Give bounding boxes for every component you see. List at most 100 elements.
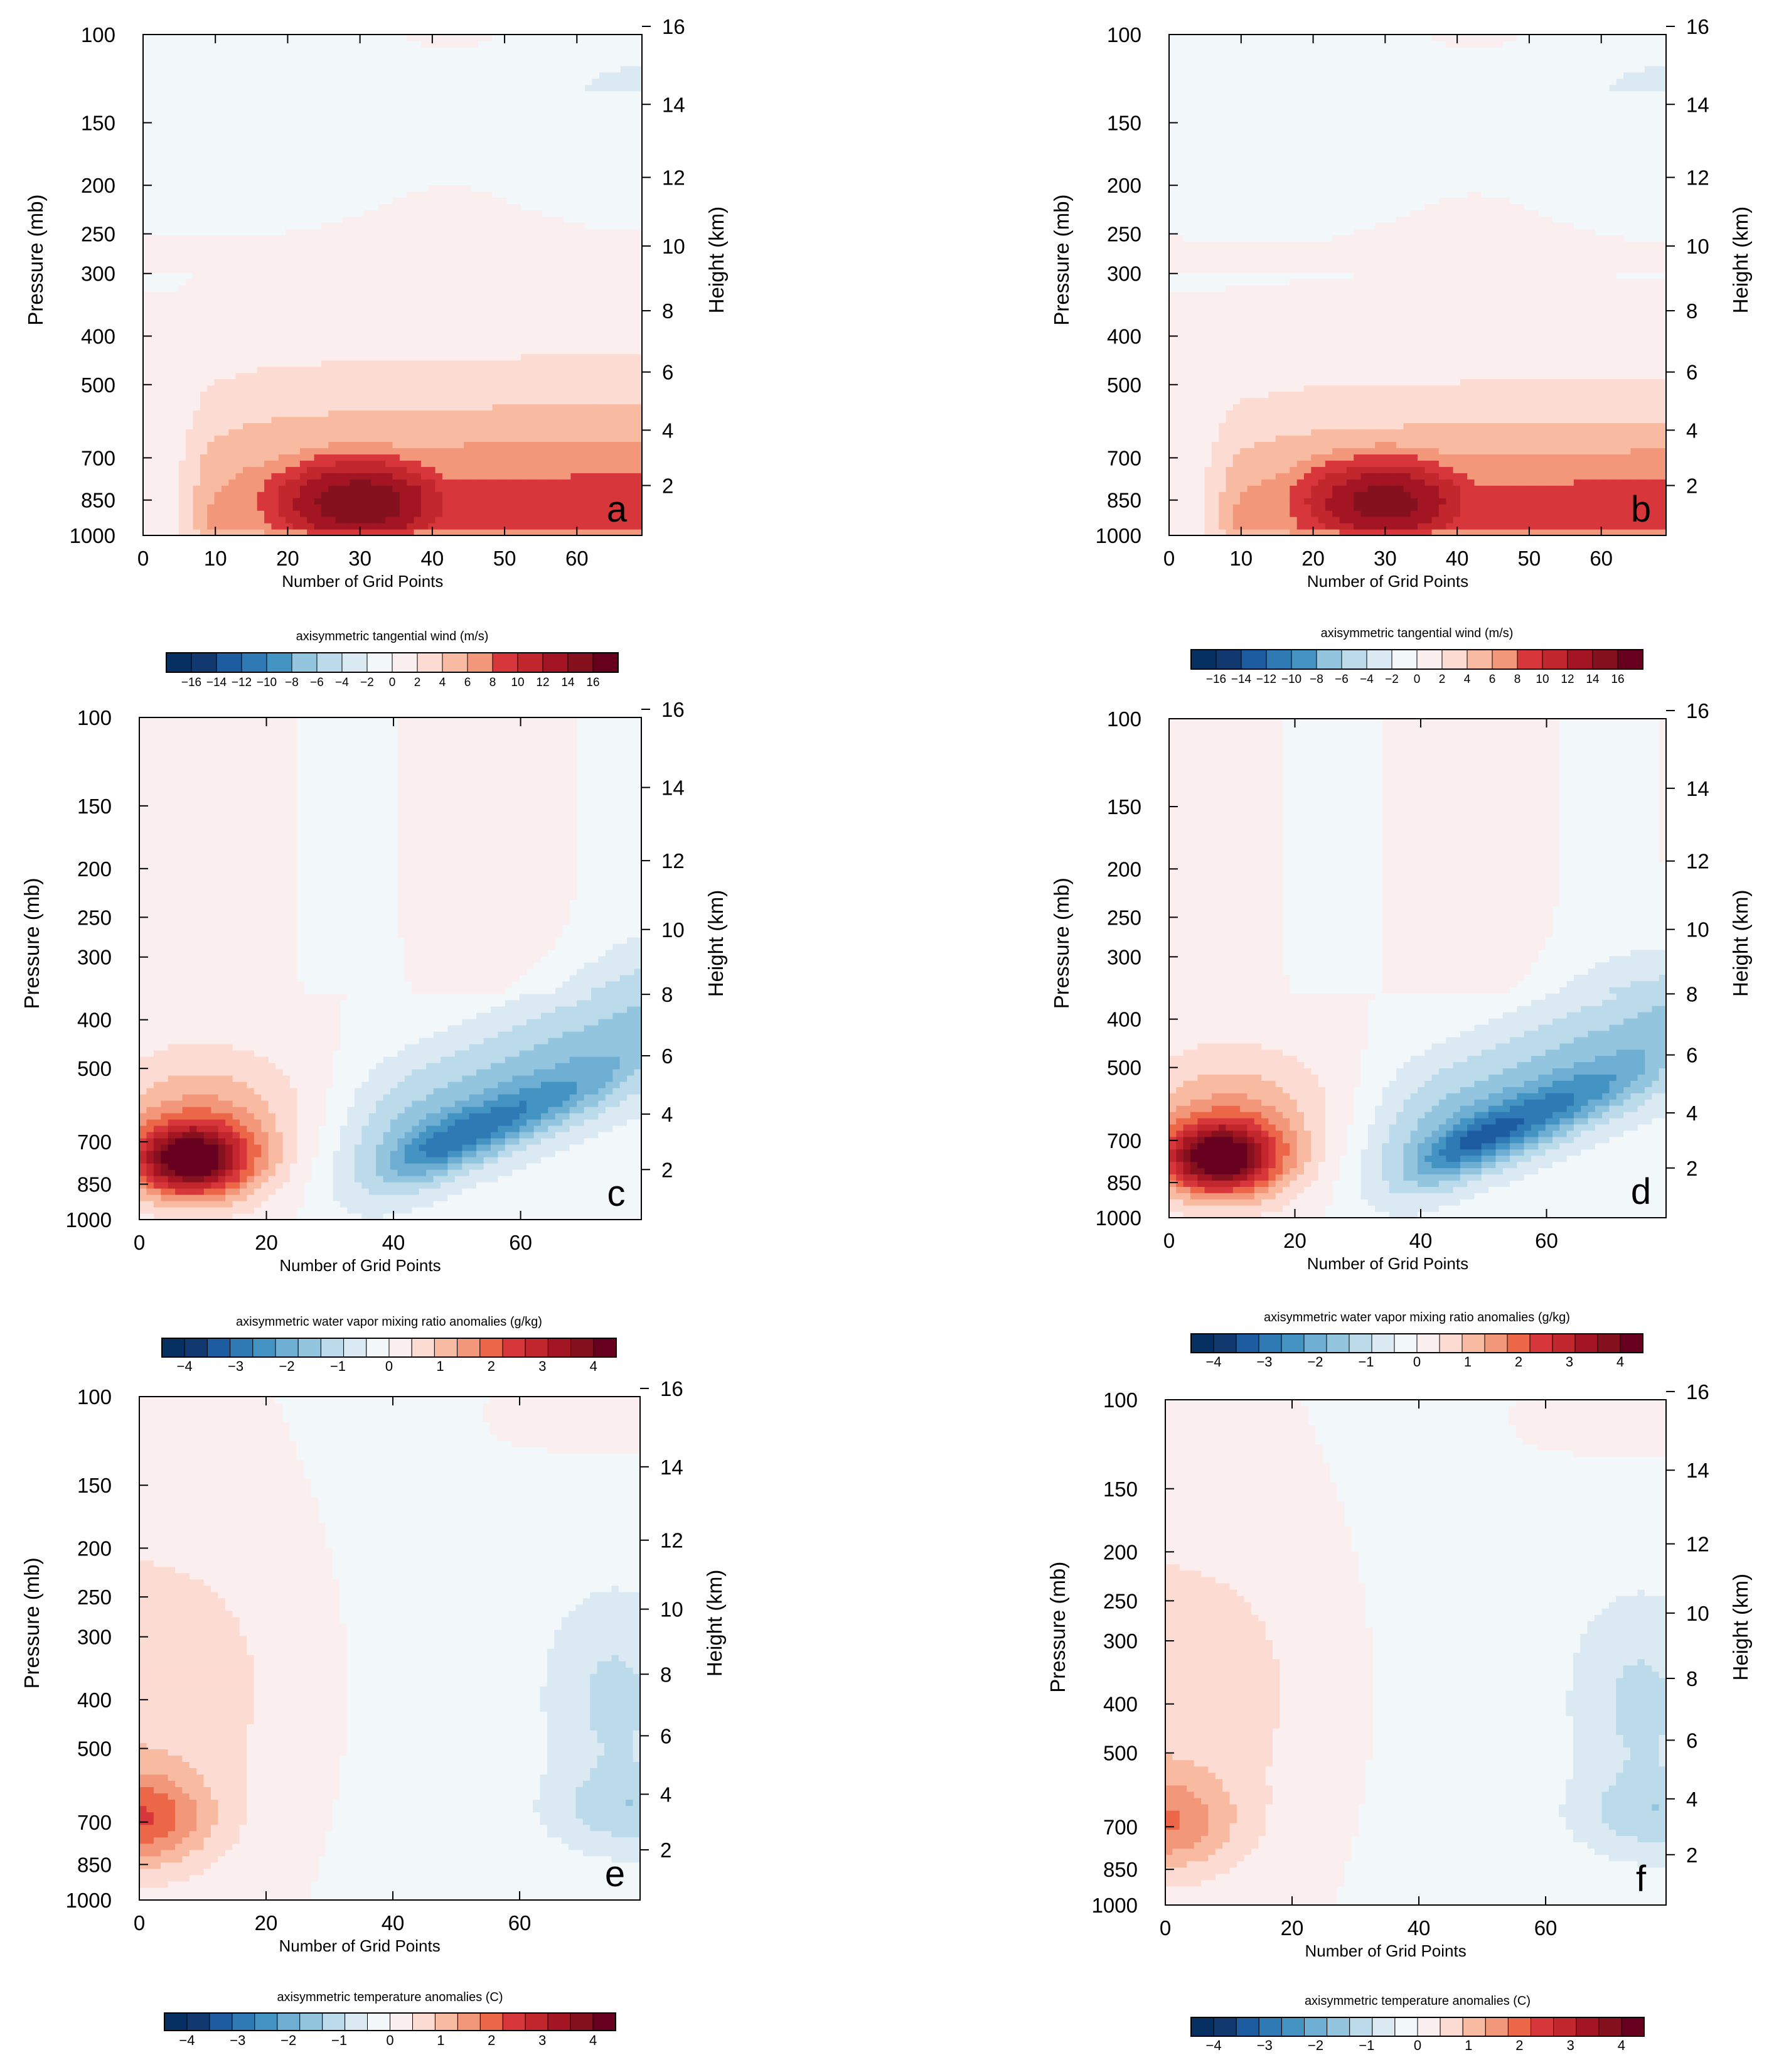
panel-a: 0 10 20 30 40 50 60Number of Grid Points100150… bbox=[24, 15, 728, 689]
panel-a-field bbox=[143, 35, 643, 536]
field-cell bbox=[200, 104, 208, 110]
field-cell bbox=[193, 110, 201, 117]
field-cell bbox=[215, 241, 222, 248]
field-cell bbox=[186, 60, 193, 67]
field-cell bbox=[150, 160, 158, 167]
field-cell bbox=[179, 266, 186, 273]
field-cell bbox=[171, 385, 179, 392]
field-cell bbox=[164, 122, 172, 129]
field-cell bbox=[193, 197, 201, 204]
field-cell bbox=[171, 285, 179, 292]
field-cell bbox=[200, 429, 208, 436]
field-cell bbox=[200, 135, 208, 142]
field-cell bbox=[158, 60, 165, 67]
field-cell bbox=[200, 266, 208, 273]
field-cell bbox=[207, 517, 215, 523]
field-cell bbox=[158, 154, 165, 161]
field-cell bbox=[179, 191, 186, 198]
field-cell bbox=[207, 473, 215, 480]
field-cell bbox=[215, 185, 222, 191]
field-cell bbox=[179, 41, 186, 48]
field-cell bbox=[171, 417, 179, 424]
field-cell bbox=[179, 360, 186, 367]
field-cell bbox=[164, 479, 172, 486]
field-cell bbox=[171, 228, 179, 235]
field-cell bbox=[179, 491, 186, 498]
field-cell bbox=[200, 53, 208, 60]
field-cell bbox=[207, 404, 215, 411]
field-cell bbox=[207, 53, 215, 60]
field-cell bbox=[200, 454, 208, 461]
field-cell bbox=[143, 348, 151, 355]
field-cell bbox=[171, 191, 179, 198]
field-cell bbox=[200, 72, 208, 79]
field-cell bbox=[164, 285, 172, 292]
field-cell bbox=[171, 72, 179, 79]
field-cell bbox=[186, 197, 193, 204]
field-cell bbox=[164, 485, 172, 492]
field-cell bbox=[179, 160, 186, 167]
field-cell bbox=[179, 47, 186, 54]
field-cell bbox=[200, 129, 208, 136]
field-cell bbox=[186, 160, 193, 167]
field-cell bbox=[200, 85, 208, 92]
field-cell bbox=[150, 78, 158, 85]
field-cell bbox=[207, 485, 215, 492]
field-cell bbox=[179, 53, 186, 60]
field-cell bbox=[193, 517, 201, 523]
field-cell bbox=[193, 523, 201, 530]
field-cell bbox=[186, 91, 193, 98]
field-cell bbox=[207, 310, 215, 317]
field-cell bbox=[207, 285, 215, 292]
field-cell bbox=[164, 466, 172, 473]
field-cell bbox=[200, 367, 208, 373]
field-cell bbox=[150, 129, 158, 136]
field-cell bbox=[186, 129, 193, 136]
field-cell bbox=[186, 441, 193, 448]
field-cell bbox=[193, 35, 201, 41]
field-cell bbox=[193, 316, 201, 323]
field-cell bbox=[207, 329, 215, 336]
field-cell bbox=[164, 435, 172, 442]
field-cell bbox=[164, 460, 172, 467]
field-cell bbox=[150, 517, 158, 523]
field-cell bbox=[150, 91, 158, 98]
field-cell bbox=[179, 216, 186, 223]
field-cell bbox=[158, 78, 165, 85]
field-cell bbox=[179, 523, 186, 530]
field-cell bbox=[171, 91, 179, 98]
field-cell bbox=[215, 104, 222, 110]
field-cell bbox=[143, 385, 151, 392]
field-cell bbox=[193, 473, 201, 480]
field-cell bbox=[186, 373, 193, 380]
field-cell bbox=[193, 491, 201, 498]
field-cell bbox=[200, 316, 208, 323]
field-cell bbox=[179, 398, 186, 405]
field-cell bbox=[158, 210, 165, 217]
field-cell bbox=[215, 454, 222, 461]
field-cell bbox=[207, 510, 215, 517]
field-cell bbox=[207, 423, 215, 430]
field-cell bbox=[186, 260, 193, 267]
field-cell bbox=[150, 417, 158, 424]
field-cell bbox=[143, 460, 151, 467]
field-cell bbox=[207, 104, 215, 110]
field-cell bbox=[158, 335, 165, 342]
field-cell bbox=[143, 148, 151, 154]
field-cell bbox=[171, 47, 179, 54]
field-cell bbox=[143, 404, 151, 411]
field-cell bbox=[215, 435, 222, 442]
field-cell bbox=[158, 392, 165, 399]
field-cell bbox=[143, 154, 151, 161]
field-cell bbox=[186, 66, 193, 73]
field-cell bbox=[143, 91, 151, 98]
field-cell bbox=[186, 404, 193, 411]
field-cell bbox=[158, 197, 165, 204]
field-cell bbox=[193, 122, 201, 129]
field-cell bbox=[215, 367, 222, 373]
field-cell bbox=[215, 417, 222, 424]
field-cell bbox=[143, 323, 151, 330]
field-cell bbox=[207, 85, 215, 92]
field-cell bbox=[207, 417, 215, 424]
field-cell bbox=[200, 222, 208, 229]
